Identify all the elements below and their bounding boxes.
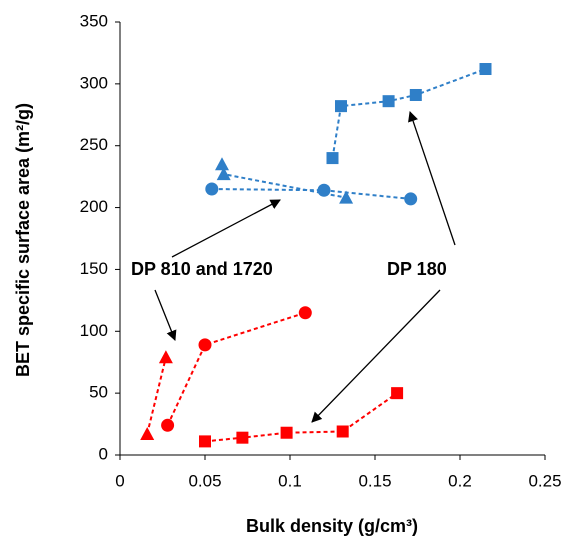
x-tick-label: 0.25 (528, 471, 561, 490)
data-point (198, 338, 212, 352)
data-point (158, 350, 173, 364)
series-line (166, 311, 306, 426)
y-tick-label: 150 (80, 259, 108, 278)
data-point (140, 426, 155, 440)
annotation: DP 180 (387, 259, 447, 279)
arrow (408, 111, 456, 246)
arrow (311, 289, 441, 423)
x-tick-label: 0.05 (188, 471, 221, 490)
y-tick-label: 350 (80, 11, 108, 30)
data-point (317, 183, 331, 197)
data-point (479, 63, 492, 76)
series-line (146, 357, 167, 435)
y-tick-label: 100 (80, 321, 108, 340)
data-point (215, 157, 229, 171)
data-point (339, 190, 354, 204)
x-tick-label: 0.2 (448, 471, 472, 490)
y-tick-label: 300 (80, 73, 108, 92)
series-line (204, 392, 398, 443)
annotation: DP 810 and 1720 (131, 259, 273, 279)
data-point (382, 95, 395, 108)
x-tick-label: 0.1 (278, 471, 302, 490)
data-point (236, 431, 249, 444)
x-tick-label: 0 (115, 471, 124, 490)
data-point (391, 387, 404, 400)
data-point (216, 167, 231, 181)
x-axis-label: Bulk density (g/cm³) (246, 516, 418, 536)
y-tick-label: 0 (99, 444, 108, 463)
data-point (205, 182, 219, 196)
x-tick-label: 0.15 (358, 471, 391, 490)
arrow (154, 289, 177, 341)
data-point (404, 192, 418, 206)
data-point (326, 152, 339, 165)
series-line (331, 68, 486, 159)
y-axis-label: BET specific surface area (m²/g) (13, 103, 33, 377)
data-point (335, 100, 347, 113)
y-tick-label: 50 (89, 383, 108, 402)
data-point (199, 435, 211, 448)
data-point (280, 426, 293, 439)
arrow (171, 199, 281, 258)
series-line (211, 188, 411, 200)
y-tick-label: 200 (80, 197, 108, 216)
data-point (409, 88, 422, 101)
y-tick-label: 250 (80, 135, 108, 154)
data-point (298, 306, 312, 320)
data-point (161, 418, 175, 432)
data-point (336, 425, 349, 438)
